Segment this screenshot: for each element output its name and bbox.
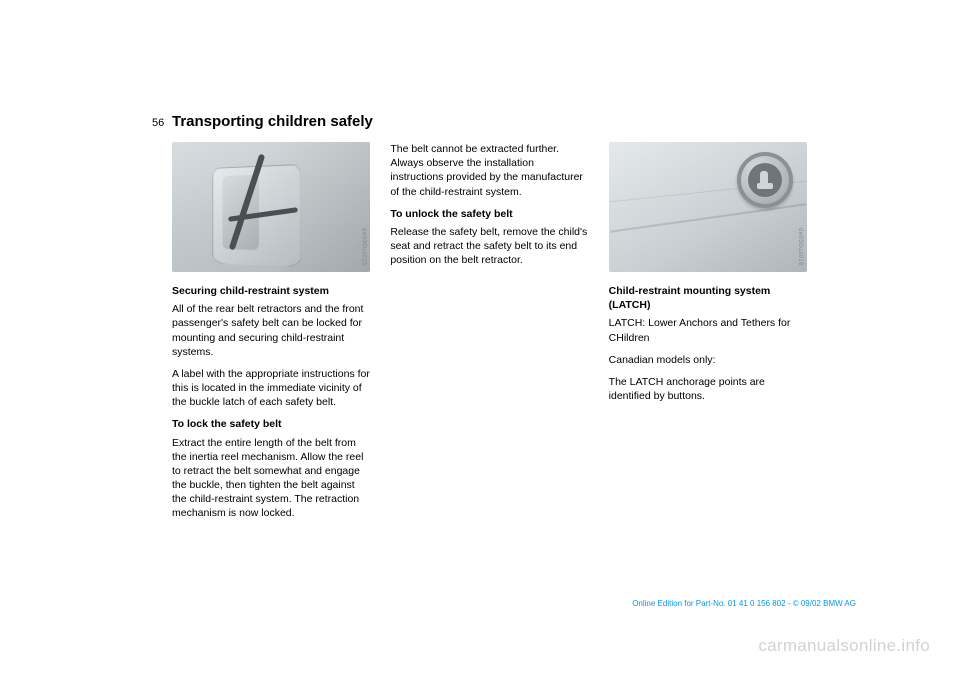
latch-icon [737,152,793,208]
paragraph: Canadian models only: [609,353,807,367]
figure-code: de030us015 [359,228,367,266]
subheading-securing: Securing child-restraint system [172,284,370,298]
paragraph: All of the rear belt retractors and the … [172,302,370,359]
paragraph: A label with the appropriate instruction… [172,367,370,410]
figure-child-seat-belt: de030us015 [172,142,370,272]
paragraph: Extract the entire length of the belt fr… [172,436,370,521]
figure-code: de030us016 [796,228,804,266]
page-number: 56 [152,117,164,129]
subheading-lock-belt: To lock the safety belt [172,417,370,431]
figure-latch-icon: de030us016 [609,142,807,272]
watermark: carmanualsonline.info [758,636,930,656]
column-3: de030us016 Child-restraint mounting syst… [609,142,807,529]
manual-page: 56 Transporting children safely de030us0… [0,0,960,678]
content-columns: de030us015 Securing child-restraint syst… [172,142,807,529]
column-2: The belt cannot be extracted further. Al… [390,142,588,529]
page-title: Transporting children safely [172,113,373,130]
paragraph: The LATCH anchorage points are identifie… [609,375,807,403]
footer-edition-info: Online Edition for Part-No. 01 41 0 156 … [632,599,856,608]
column-1: de030us015 Securing child-restraint syst… [172,142,370,529]
subheading-latch: Child-restraint mounting system (LATCH) [609,284,807,312]
paragraph: Release the safety belt, remove the chil… [390,225,588,268]
paragraph: LATCH: Lower Anchors and Tethers for CHi… [609,316,807,344]
paragraph: The belt cannot be extracted further. Al… [390,142,588,199]
subheading-unlock-belt: To unlock the safety belt [390,207,588,221]
